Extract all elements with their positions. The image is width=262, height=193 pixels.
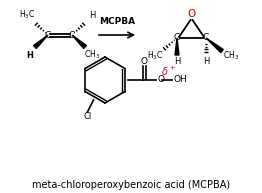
Polygon shape	[72, 35, 86, 48]
Text: H: H	[89, 10, 95, 19]
Text: C: C	[69, 30, 75, 40]
Text: O: O	[140, 57, 148, 65]
Text: H: H	[203, 57, 209, 65]
Text: $\mathregular{H_3C}$: $\mathregular{H_3C}$	[19, 9, 35, 21]
Text: $\delta^+$: $\delta^+$	[161, 64, 176, 78]
Text: Cl: Cl	[83, 112, 92, 121]
Text: O: O	[187, 9, 196, 19]
Polygon shape	[175, 38, 179, 55]
Text: $\mathregular{CH_3}$: $\mathregular{CH_3}$	[84, 49, 100, 61]
Polygon shape	[206, 38, 223, 52]
Text: O: O	[158, 75, 165, 85]
Text: H: H	[174, 57, 180, 65]
Text: $\mathregular{H_3C}$: $\mathregular{H_3C}$	[147, 50, 163, 62]
Text: meta-chloroperoxybenzoic acid (MCPBA): meta-chloroperoxybenzoic acid (MCPBA)	[32, 180, 230, 190]
Text: C: C	[45, 30, 51, 40]
Text: $\mathregular{CH_3}$: $\mathregular{CH_3}$	[223, 50, 239, 62]
Text: OH: OH	[173, 75, 187, 85]
Text: H: H	[26, 51, 34, 59]
Text: C: C	[174, 34, 180, 42]
Polygon shape	[34, 35, 48, 48]
Text: MCPBA: MCPBA	[99, 17, 135, 26]
Text: C: C	[203, 34, 209, 42]
